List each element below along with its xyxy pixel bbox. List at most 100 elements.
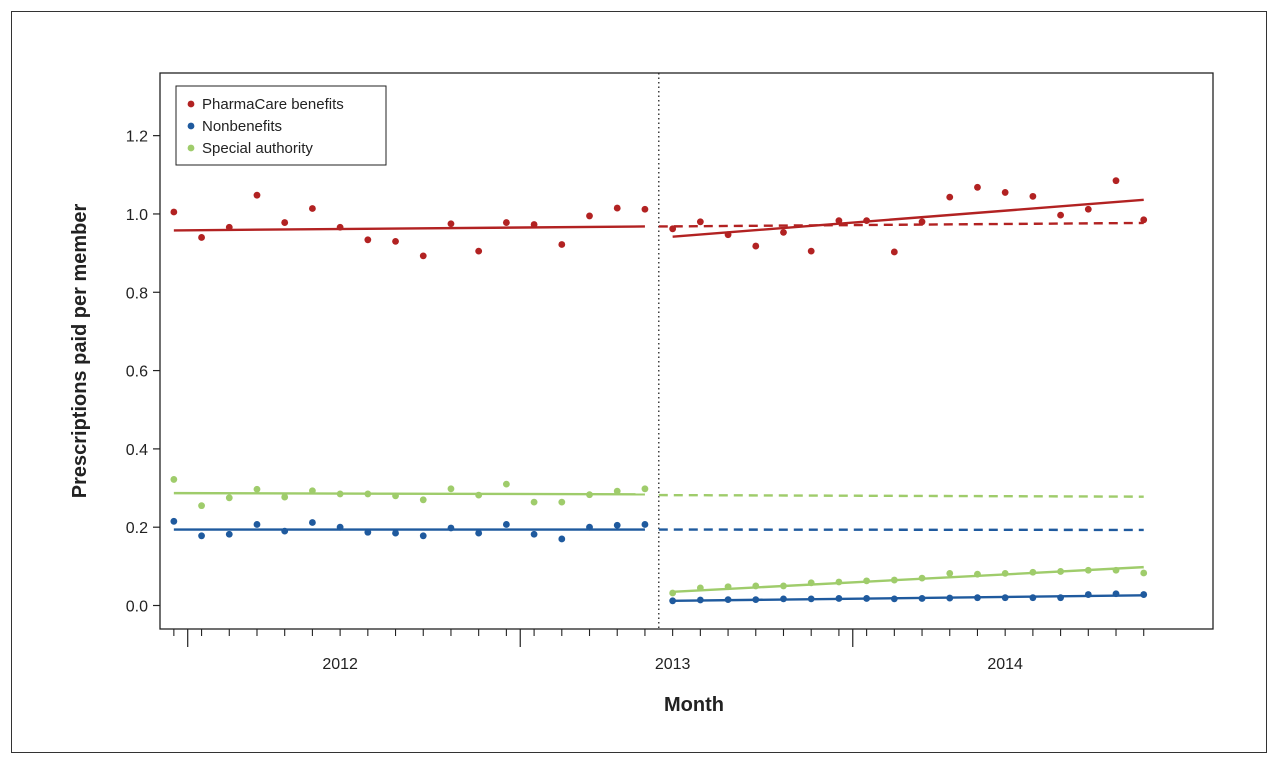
plot-area (159, 72, 1214, 630)
data-point (170, 517, 178, 525)
data-point (890, 576, 898, 584)
data-point (225, 223, 233, 231)
fit-line-post (672, 198, 1144, 238)
data-point (1029, 594, 1037, 602)
data-point (502, 521, 510, 528)
data-point (807, 579, 815, 587)
data-point (1084, 566, 1092, 574)
data-point (1140, 216, 1148, 224)
data-point (586, 523, 593, 531)
data-point (419, 252, 427, 260)
data-point (918, 574, 926, 582)
fit-line-pre (173, 225, 645, 232)
data-point (309, 205, 316, 212)
fit-line-pre (173, 491, 645, 496)
data-point (1057, 568, 1064, 575)
data-point (1001, 594, 1009, 602)
data-point (419, 496, 427, 504)
legend-marker (187, 100, 195, 108)
data-point (198, 234, 205, 241)
data-point (1001, 570, 1009, 577)
data-point (530, 530, 538, 538)
data-point (475, 491, 483, 499)
data-point (309, 487, 316, 495)
data-point (1029, 192, 1037, 200)
data-point (946, 570, 954, 577)
y-axis: 0.0 0.2 0.4 0.6 0.8 1.0 1.2 (126, 129, 160, 616)
y-tick-label: 0.4 (126, 442, 148, 459)
data-point (752, 596, 760, 604)
data-point (419, 532, 427, 540)
data-point (946, 193, 954, 201)
data-point (281, 493, 289, 501)
data-point (392, 237, 399, 245)
data-point (918, 595, 926, 602)
data-point (918, 218, 926, 226)
data-point (863, 577, 871, 585)
data-point (669, 225, 677, 233)
data-point (641, 521, 649, 528)
data-point (807, 595, 815, 603)
legend-marker (187, 144, 195, 152)
y-tick-label: 0.8 (126, 285, 148, 302)
y-tick-label: 0.0 (126, 599, 148, 616)
data-point (724, 583, 732, 591)
data-point (364, 490, 372, 498)
data-point (669, 589, 677, 597)
data-point (447, 524, 455, 532)
data-point (558, 241, 566, 248)
data-point (1112, 590, 1120, 598)
fit-line-post (672, 565, 1144, 594)
data-point (253, 521, 261, 528)
data-point (780, 595, 787, 603)
data-point (530, 498, 538, 506)
y-tick-label: 0.6 (126, 364, 148, 381)
data-point (530, 221, 538, 228)
data-point (890, 595, 898, 603)
data-point (863, 217, 871, 225)
data-point (835, 578, 843, 586)
counterfactual-line (658, 493, 1144, 498)
data-point (253, 485, 261, 493)
legend-label: Nonbenefits (202, 118, 282, 135)
data-point (1112, 566, 1120, 574)
data-point (392, 492, 399, 500)
data-point (281, 219, 289, 226)
data-point (696, 584, 704, 592)
legend-label: PharmaCare benefits (202, 96, 344, 113)
data-points (170, 177, 1148, 605)
data-point (170, 476, 178, 483)
data-point (890, 248, 898, 256)
y-tick-label: 1.0 (126, 207, 148, 224)
data-point (641, 485, 649, 493)
data-point (225, 530, 233, 538)
data-point (475, 529, 483, 537)
data-point (1057, 594, 1064, 602)
data-point (502, 219, 510, 226)
legend-box (175, 85, 387, 166)
data-point (198, 502, 205, 510)
data-point (170, 208, 178, 216)
data-point (1140, 569, 1148, 577)
data-point (974, 594, 981, 602)
data-point (447, 485, 455, 493)
fit-lines (173, 198, 1144, 603)
data-point (780, 582, 787, 590)
data-point (475, 247, 483, 255)
legend: PharmaCare benefits Nonbenefits Special au… (175, 85, 387, 166)
data-point (946, 594, 954, 602)
x-tick-label: 2013 (655, 656, 691, 673)
data-point (1112, 177, 1120, 185)
data-point (586, 491, 593, 499)
counterfactual-line (658, 221, 1144, 228)
data-point (974, 183, 981, 191)
data-point (253, 191, 261, 199)
data-point (613, 521, 621, 529)
data-point (1140, 591, 1148, 598)
data-point (807, 247, 815, 255)
data-point (447, 220, 455, 228)
data-point (1029, 568, 1037, 576)
fit-line-post (672, 594, 1144, 603)
data-point (502, 480, 510, 488)
